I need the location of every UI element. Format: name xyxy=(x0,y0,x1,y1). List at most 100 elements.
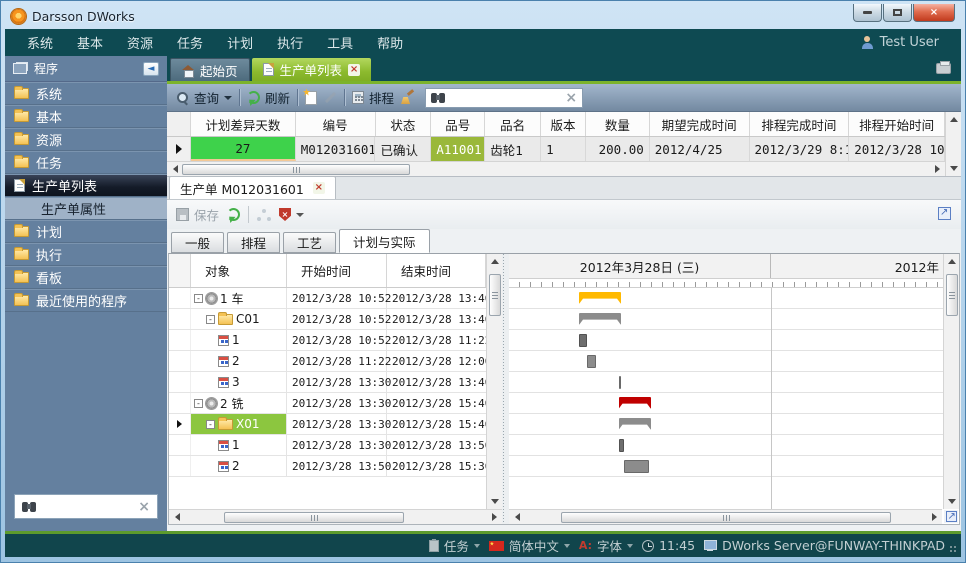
sidebar-item[interactable]: 执行 xyxy=(5,243,167,266)
grid-column-header[interactable]: 期望完成时间 xyxy=(650,112,750,136)
grid-hscrollbar[interactable] xyxy=(167,161,945,176)
clear-search-icon[interactable]: × xyxy=(565,89,578,106)
toolbar-search-input[interactable] xyxy=(450,90,561,105)
tree-start-cell[interactable]: 2012/3/28 10:52 xyxy=(287,288,391,308)
sidebar-item[interactable]: 生产单列表 xyxy=(5,174,167,197)
sidebar-item[interactable]: 最近使用的程序 xyxy=(5,289,167,312)
status-language-menu[interactable]: 简体中文 xyxy=(488,536,570,555)
grid-column-header[interactable]: 计划差异天数 xyxy=(191,112,296,136)
grid-column-header[interactable]: 品号 xyxy=(431,112,486,136)
menu-item-5[interactable]: 计划 xyxy=(227,37,254,52)
grid-cell[interactable]: 已确认 xyxy=(375,137,432,161)
close-tab-icon[interactable]: × xyxy=(348,63,361,76)
grid-cell[interactable]: 2012/3/28 10:52 xyxy=(849,137,945,161)
tree-object-cell[interactable]: 1 xyxy=(191,330,287,350)
grid-cell[interactable]: 2012/3/29 8:15 xyxy=(750,137,850,161)
tree-column-header[interactable]: 结束时间 xyxy=(387,254,486,287)
tree-object-cell[interactable]: 1 xyxy=(191,435,287,455)
scroll-thumb[interactable] xyxy=(182,163,410,175)
tree-start-cell[interactable]: 2012/3/28 13:30 xyxy=(287,372,391,392)
grid-row[interactable]: 27 M012031601 已确认 A11001 齿轮1 1 200.00 2012/4/25… xyxy=(167,137,945,161)
subtab[interactable]: 一般 xyxy=(171,232,225,253)
user-badge[interactable]: Test User xyxy=(861,35,939,50)
grid-cell[interactable]: M012031601 xyxy=(296,137,376,161)
grid-column-header[interactable]: 排程完成时间 xyxy=(750,112,850,136)
menu-item-7[interactable]: 工具 xyxy=(327,37,354,52)
tree-start-cell[interactable]: 2012/3/28 10:52 xyxy=(287,309,391,329)
tree-row[interactable]: 1 2012/3/28 10:52 2012/3/28 11:22 xyxy=(169,330,486,351)
tab-inactive[interactable]: 起始页 xyxy=(170,58,250,81)
scroll-thumb[interactable] xyxy=(224,511,404,523)
tree-start-cell[interactable]: 2012/3/28 11:22 xyxy=(287,351,391,371)
sidebar-search-input[interactable] xyxy=(42,499,133,514)
menu-item-2[interactable]: 基本 xyxy=(77,37,104,52)
tree-row[interactable]: 2 2012/3/28 13:50 2012/3/28 15:30 xyxy=(169,456,486,477)
detail-refresh-button[interactable] xyxy=(227,208,241,221)
scroll-left-icon[interactable] xyxy=(510,511,524,524)
refresh-button[interactable]: 刷新 xyxy=(247,88,290,107)
hierarchy-button[interactable] xyxy=(257,208,271,221)
grid-cell[interactable]: 200.00 xyxy=(586,137,650,161)
gantt-bar-task[interactable] xyxy=(618,376,621,389)
collapse-icon[interactable]: - xyxy=(194,293,203,303)
grid-column-header[interactable]: 数量 xyxy=(586,112,650,136)
sidebar-item[interactable]: 看板 xyxy=(5,266,167,289)
tree-end-cell[interactable]: 2012/3/28 15:30 xyxy=(387,456,486,476)
validate-button[interactable]: × xyxy=(279,208,305,221)
new-button[interactable] xyxy=(305,90,318,105)
grid-vscrollbar[interactable] xyxy=(945,112,961,176)
scroll-left-icon[interactable] xyxy=(170,511,184,524)
tree-start-cell[interactable]: 2012/3/28 13:30 xyxy=(287,393,391,413)
grid-column-header[interactable]: 排程开始时间 xyxy=(849,112,945,136)
tree-end-cell[interactable]: 2012/3/28 15:40 xyxy=(387,414,486,434)
printer-icon[interactable] xyxy=(936,61,951,74)
tree-row[interactable]: -2 铣 2012/3/28 13:30 2012/3/28 15:40 xyxy=(169,393,486,414)
menu-item-8[interactable]: 帮助 xyxy=(377,37,404,52)
close-tab-icon[interactable]: × xyxy=(312,182,325,194)
tree-start-cell[interactable]: 2012/3/28 13:30 xyxy=(287,414,391,434)
tree-object-cell[interactable]: -2 铣 xyxy=(191,393,287,413)
tree-object-cell[interactable]: - X01 xyxy=(191,414,287,434)
tree-row[interactable]: 1 2012/3/28 13:30 2012/3/28 13:50 xyxy=(169,435,486,456)
scroll-right-icon[interactable] xyxy=(487,511,501,524)
gantt-bar-task[interactable] xyxy=(579,334,587,347)
subtab[interactable]: 计划与实际 xyxy=(339,229,430,253)
grid-column-header[interactable]: 版本 xyxy=(541,112,586,136)
menu-item-6[interactable]: 执行 xyxy=(277,37,304,52)
sidebar-item[interactable]: 系统 xyxy=(5,82,167,105)
gantt-bar-task[interactable] xyxy=(586,355,596,368)
tree-start-cell[interactable]: 2012/3/28 13:50 xyxy=(287,456,391,476)
tree-end-cell[interactable]: 2012/3/28 13:40 xyxy=(387,372,486,392)
sidebar-item[interactable]: 资源 xyxy=(5,128,167,151)
title-bar[interactable]: Darsson DWorks × xyxy=(5,4,961,29)
scroll-thumb[interactable] xyxy=(488,274,501,316)
collapse-icon[interactable]: - xyxy=(206,419,215,429)
tab-active[interactable]: 生产单列表 × xyxy=(251,58,372,81)
close-button[interactable]: × xyxy=(913,4,955,22)
grid-cell[interactable]: 齿轮1 xyxy=(485,137,542,161)
tree-start-cell[interactable]: 2012/3/28 13:30 xyxy=(287,435,391,455)
collapse-icon[interactable]: - xyxy=(206,314,215,324)
maximize-button[interactable] xyxy=(883,4,912,22)
tree-end-cell[interactable]: 2012/3/28 12:00 xyxy=(387,351,486,371)
grid-cell[interactable]: 1 xyxy=(541,137,586,161)
tree-column-header[interactable]: 对象 xyxy=(191,254,287,287)
tree-end-cell[interactable]: 2012/3/28 13:40 xyxy=(387,288,486,308)
menu-item-1[interactable]: 系统 xyxy=(27,37,54,52)
tree-start-cell[interactable]: 2012/3/28 10:52 xyxy=(287,330,391,350)
tree-object-cell[interactable]: 2 xyxy=(191,351,287,371)
grid-column-header[interactable]: 品名 xyxy=(485,112,542,136)
minimize-button[interactable] xyxy=(853,4,882,22)
clean-button[interactable] xyxy=(401,91,414,104)
scroll-thumb[interactable] xyxy=(945,274,958,316)
scroll-right-icon[interactable] xyxy=(930,163,944,176)
tree-end-cell[interactable]: 2012/3/28 13:50 xyxy=(387,435,486,455)
sidebar-item[interactable]: 计划 xyxy=(5,220,167,243)
tree-end-cell[interactable]: 2012/3/28 11:22 xyxy=(387,330,486,350)
grid-column-header[interactable]: 状态 xyxy=(376,112,432,136)
status-task-menu[interactable]: 任务 xyxy=(428,536,480,555)
tree-hscrollbar[interactable] xyxy=(169,509,502,524)
scroll-down-icon[interactable] xyxy=(488,495,502,508)
scroll-down-icon[interactable] xyxy=(945,495,959,508)
scroll-up-icon[interactable] xyxy=(945,255,959,268)
